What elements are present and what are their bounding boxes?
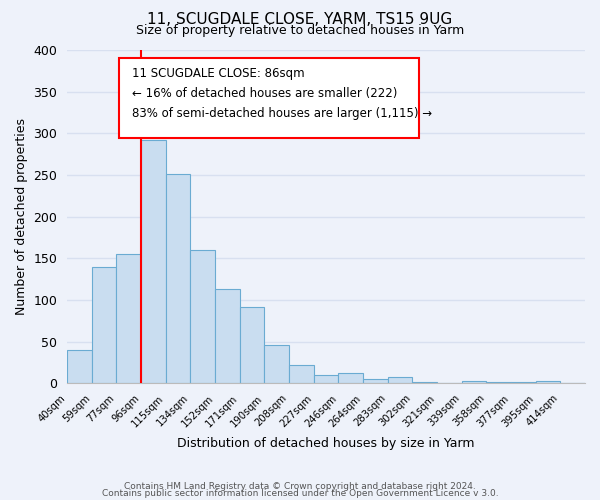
Bar — [412, 382, 437, 384]
Text: Contains HM Land Registry data © Crown copyright and database right 2024.: Contains HM Land Registry data © Crown c… — [124, 482, 476, 491]
Bar — [314, 375, 338, 384]
Text: 11, SCUGDALE CLOSE, YARM, TS15 9UG: 11, SCUGDALE CLOSE, YARM, TS15 9UG — [148, 12, 452, 28]
Bar — [462, 381, 487, 384]
Bar — [363, 379, 388, 384]
Text: 11 SCUGDALE CLOSE: 86sqm
← 16% of detached houses are smaller (222)
83% of semi-: 11 SCUGDALE CLOSE: 86sqm ← 16% of detach… — [132, 66, 432, 120]
Bar — [487, 382, 511, 384]
Bar — [190, 250, 215, 384]
FancyBboxPatch shape — [119, 58, 419, 138]
Text: Contains public sector information licensed under the Open Government Licence v : Contains public sector information licen… — [101, 490, 499, 498]
Text: Size of property relative to detached houses in Yarm: Size of property relative to detached ho… — [136, 24, 464, 37]
X-axis label: Distribution of detached houses by size in Yarm: Distribution of detached houses by size … — [178, 437, 475, 450]
Y-axis label: Number of detached properties: Number of detached properties — [15, 118, 28, 315]
Bar — [265, 345, 289, 384]
Bar — [388, 376, 412, 384]
Bar — [166, 174, 190, 384]
Bar — [67, 350, 92, 384]
Bar — [116, 254, 141, 384]
Bar — [338, 374, 363, 384]
Bar — [92, 266, 116, 384]
Bar — [215, 289, 240, 384]
Bar — [511, 382, 536, 384]
Bar — [141, 140, 166, 384]
Bar — [289, 365, 314, 384]
Bar — [536, 381, 560, 384]
Bar — [240, 306, 265, 384]
